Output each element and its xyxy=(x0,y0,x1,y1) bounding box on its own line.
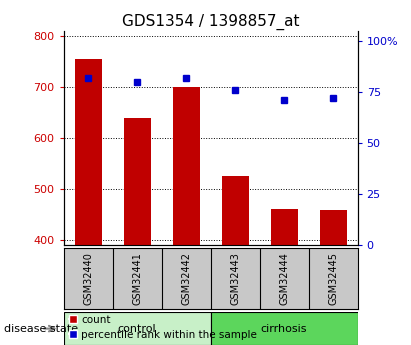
Bar xyxy=(173,87,200,245)
Legend: count, percentile rank within the sample: count, percentile rank within the sample xyxy=(69,315,257,340)
Text: GSM32441: GSM32441 xyxy=(132,252,142,305)
Title: GDS1354 / 1398857_at: GDS1354 / 1398857_at xyxy=(122,13,299,30)
Text: GSM32445: GSM32445 xyxy=(328,252,338,305)
Text: GSM32442: GSM32442 xyxy=(181,252,191,305)
Bar xyxy=(270,209,298,245)
Text: cirrhosis: cirrhosis xyxy=(261,324,307,334)
Bar xyxy=(320,210,346,245)
Bar xyxy=(211,312,358,345)
Bar xyxy=(124,118,151,245)
Text: GSM32444: GSM32444 xyxy=(279,252,289,305)
Bar xyxy=(75,59,102,245)
Text: control: control xyxy=(118,324,157,334)
Bar xyxy=(64,312,210,345)
Text: GSM32440: GSM32440 xyxy=(83,252,93,305)
Bar xyxy=(222,176,249,245)
Text: disease state: disease state xyxy=(4,324,78,334)
Text: GSM32443: GSM32443 xyxy=(230,252,240,305)
